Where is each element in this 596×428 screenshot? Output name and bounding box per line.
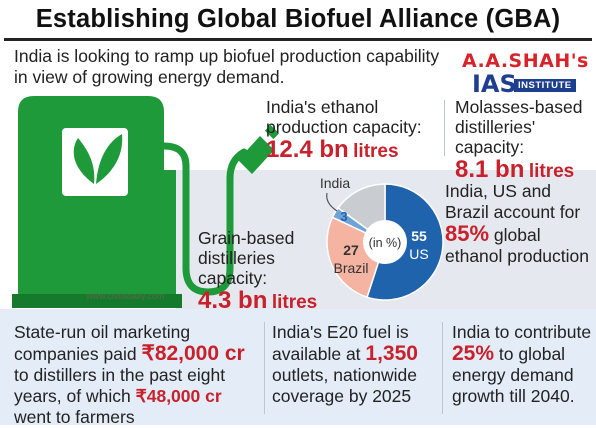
divider	[264, 322, 265, 414]
fuel-pump-icon	[12, 96, 280, 308]
divider	[444, 100, 445, 156]
molasses-label: Molasses-based distilleries' capacity:	[455, 97, 583, 157]
pie-label-us-name: US	[409, 246, 428, 262]
e20-fuel-text: India's E20 fuel is available at 1,350 o…	[272, 322, 418, 406]
brand-institute: INSTITUTE	[514, 79, 576, 92]
india-pointer	[326, 192, 338, 212]
divider	[442, 322, 443, 414]
brand-ias: IAS	[472, 70, 517, 98]
india-2040-text: India to contribute 25% to global energy…	[452, 322, 592, 406]
page-title: Establishing Global Biofuel Alliance (GB…	[35, 5, 561, 33]
ethanol-label: India's ethanol production capacity:	[266, 97, 422, 137]
pie-label-india-name: India	[320, 175, 351, 191]
grain-capacity: Grain-based distilleries capacity: 4.3 b…	[198, 228, 318, 317]
watermark: www.civilsdaily.com	[86, 291, 165, 301]
brand-name: A.A.SHAH's	[462, 50, 589, 72]
ethanol-value: 12.4 bn litres	[266, 136, 399, 163]
pie-label-india-value: 3	[340, 209, 347, 224]
ethanol-capacity: India's ethanol production capacity: 12.…	[266, 97, 436, 166]
title-underline	[4, 38, 592, 41]
grain-label: Grain-based distilleries capacity:	[198, 228, 295, 288]
intro-text: India is looking to ramp up biofuel prod…	[14, 46, 440, 87]
bottom-band	[0, 309, 596, 425]
pie-label-brazil-value: 27	[343, 242, 359, 258]
grain-value: 4.3 bn litres	[198, 287, 318, 314]
pie-label-us-value: 55	[411, 228, 427, 244]
pie-center-label: (in %)	[369, 236, 402, 250]
molasses-value: 8.1 bn litres	[455, 156, 575, 183]
pie-hole	[363, 220, 407, 264]
molasses-capacity: Molasses-based distilleries' capacity: 8…	[455, 97, 593, 186]
pie-label-brazil-name: Brazil	[333, 260, 368, 276]
share-text: India, US and Brazil account for 85% glo…	[445, 181, 589, 266]
omc-payment-text: State-run oil marketing companies paid ₹…	[14, 322, 245, 427]
brand-logo: A.A.SHAH's IAS INSTITUTE	[462, 50, 589, 98]
ethanol-share-pie: (in %) 55 US 27 Brazil 3 India	[320, 175, 444, 301]
